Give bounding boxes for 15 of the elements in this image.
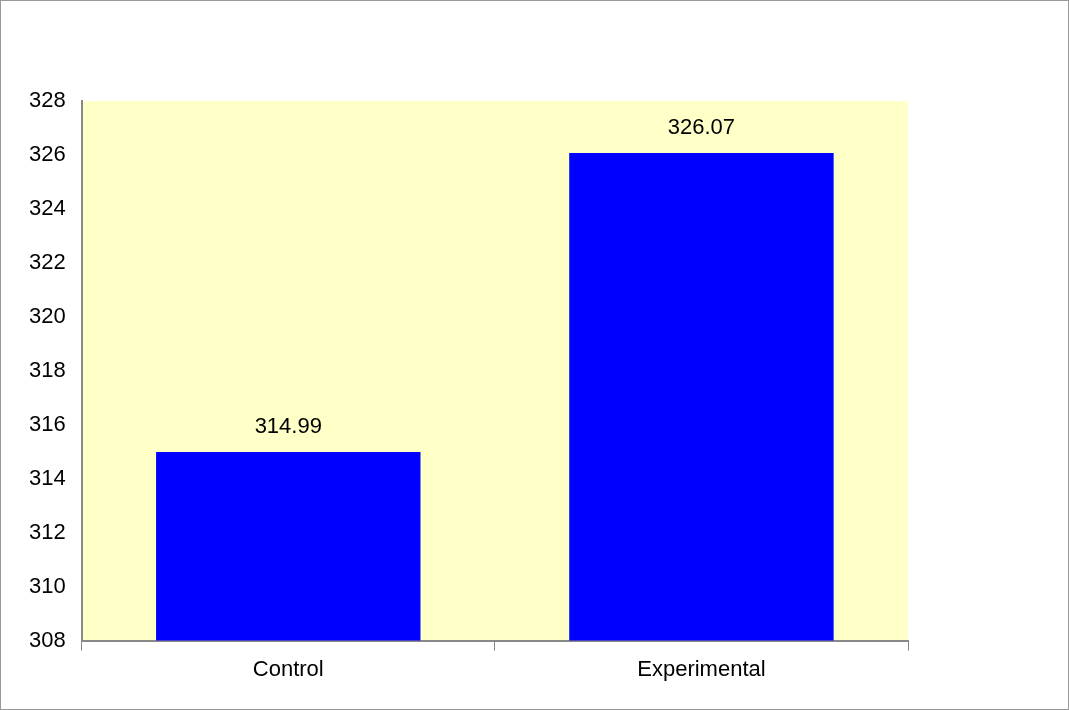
data-label: 314.99	[254, 413, 322, 439]
y-tick-label: 326	[28, 141, 66, 167]
y-tick-label: 316	[28, 410, 66, 436]
y-tick-label: 314	[28, 464, 66, 490]
y-tick-label: 318	[28, 356, 66, 382]
y-tick-label: 308	[28, 626, 66, 652]
y-tick-label: 324	[28, 194, 66, 220]
y-tick-label: 320	[28, 302, 66, 328]
x-tick-label: Control	[252, 655, 324, 681]
x-tick-label: Experimental	[637, 655, 766, 681]
data-label: 326.07	[667, 114, 736, 140]
y-tick-label: 328	[28, 87, 66, 113]
y-tick-label: 312	[28, 518, 66, 544]
y-tick-label: 322	[28, 248, 66, 274]
y-tick-label: 310	[28, 572, 66, 598]
